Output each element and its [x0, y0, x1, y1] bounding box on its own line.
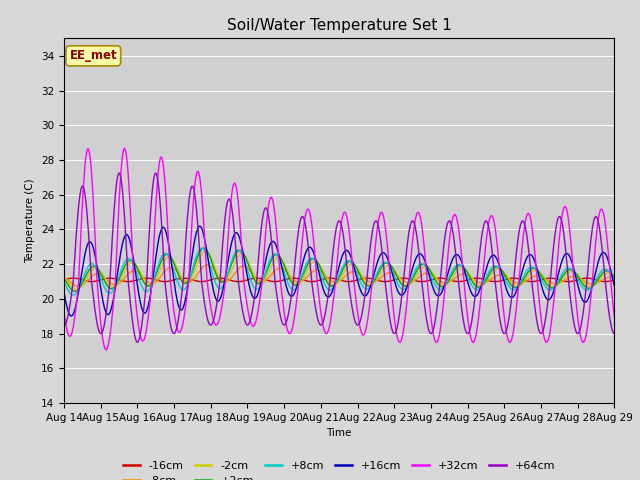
- +8cm: [184, 282, 191, 288]
- -2cm: [184, 280, 191, 286]
- -16cm: [212, 276, 220, 281]
- Line: +8cm: +8cm: [64, 248, 614, 295]
- +32cm: [60, 309, 68, 315]
- +16cm: [60, 289, 68, 295]
- -16cm: [423, 278, 431, 284]
- Line: +2cm: +2cm: [64, 248, 614, 291]
- -8cm: [184, 279, 191, 285]
- -16cm: [69, 275, 77, 281]
- +2cm: [611, 274, 618, 280]
- +16cm: [424, 267, 431, 273]
- +32cm: [102, 347, 110, 353]
- +16cm: [127, 244, 135, 250]
- +64cm: [134, 339, 141, 345]
- +8cm: [69, 292, 77, 298]
- +32cm: [184, 285, 192, 291]
- +2cm: [60, 276, 68, 281]
- Line: -2cm: -2cm: [64, 251, 614, 289]
- +8cm: [213, 283, 221, 289]
- +2cm: [184, 279, 191, 285]
- +8cm: [60, 279, 68, 285]
- Line: -16cm: -16cm: [64, 278, 614, 282]
- Y-axis label: Temperature (C): Temperature (C): [26, 179, 35, 263]
- Line: +64cm: +64cm: [64, 173, 614, 342]
- +2cm: [213, 274, 221, 279]
- +64cm: [408, 219, 415, 225]
- +8cm: [198, 245, 205, 251]
- Line: +32cm: +32cm: [64, 148, 614, 350]
- Title: Soil/Water Temperature Set 1: Soil/Water Temperature Set 1: [227, 18, 452, 33]
- +2cm: [200, 245, 208, 251]
- +64cm: [60, 322, 68, 328]
- +8cm: [408, 276, 415, 281]
- +32cm: [128, 243, 136, 249]
- -2cm: [408, 280, 415, 286]
- -8cm: [127, 268, 135, 274]
- +16cm: [213, 298, 221, 304]
- Line: -8cm: -8cm: [64, 264, 614, 286]
- +32cm: [408, 249, 415, 254]
- +2cm: [424, 264, 431, 270]
- -2cm: [127, 260, 135, 265]
- +64cm: [184, 208, 192, 214]
- +32cm: [213, 322, 221, 327]
- +64cm: [115, 170, 123, 176]
- -8cm: [213, 271, 221, 277]
- -16cm: [602, 279, 609, 285]
- +32cm: [120, 145, 128, 151]
- +32cm: [70, 320, 78, 325]
- +8cm: [424, 267, 431, 273]
- +16cm: [184, 287, 191, 292]
- -8cm: [70, 282, 78, 288]
- +2cm: [408, 277, 415, 283]
- +16cm: [196, 223, 204, 229]
- -2cm: [72, 287, 80, 292]
- +64cm: [611, 331, 618, 336]
- +64cm: [213, 299, 221, 305]
- -16cm: [127, 278, 135, 284]
- +8cm: [127, 258, 135, 264]
- -2cm: [611, 273, 618, 279]
- -16cm: [60, 277, 68, 283]
- -16cm: [184, 276, 191, 281]
- -2cm: [424, 264, 431, 270]
- X-axis label: Time: Time: [326, 429, 352, 438]
- -8cm: [60, 275, 68, 280]
- +64cm: [424, 323, 431, 328]
- +16cm: [611, 283, 618, 289]
- -16cm: [407, 276, 415, 282]
- -8cm: [75, 283, 83, 289]
- +64cm: [127, 309, 135, 315]
- +8cm: [611, 277, 618, 283]
- -2cm: [60, 274, 68, 279]
- -2cm: [202, 248, 209, 254]
- -8cm: [204, 262, 211, 267]
- +32cm: [611, 314, 618, 320]
- Legend: -16cm, -8cm, -2cm, +2cm, +8cm, +16cm, +32cm, +64cm: -16cm, -8cm, -2cm, +2cm, +8cm, +16cm, +3…: [118, 456, 560, 480]
- -8cm: [611, 275, 618, 281]
- +64cm: [70, 266, 78, 272]
- -2cm: [213, 270, 221, 276]
- +8cm: [71, 292, 79, 298]
- +2cm: [70, 288, 78, 294]
- +16cm: [71, 307, 79, 313]
- +16cm: [68, 313, 76, 319]
- -8cm: [408, 279, 415, 285]
- -2cm: [70, 286, 78, 291]
- +32cm: [424, 282, 431, 288]
- -8cm: [424, 270, 431, 276]
- +2cm: [127, 257, 135, 263]
- -16cm: [71, 276, 79, 281]
- +16cm: [408, 269, 415, 275]
- Text: EE_met: EE_met: [70, 49, 117, 62]
- +2cm: [71, 288, 79, 294]
- -16cm: [611, 277, 618, 283]
- Line: +16cm: +16cm: [64, 226, 614, 316]
